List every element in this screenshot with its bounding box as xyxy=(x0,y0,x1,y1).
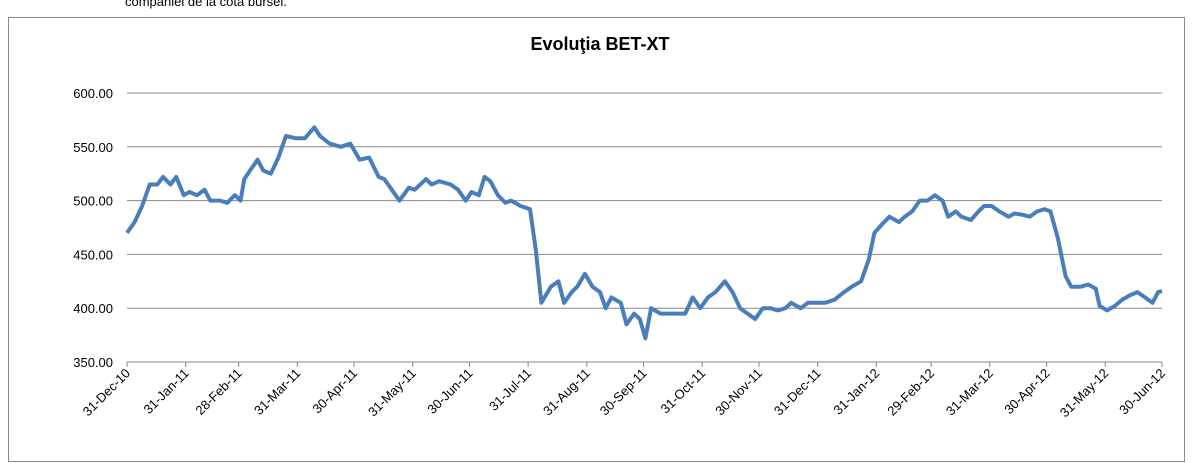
y-tick-label: 500.00 xyxy=(73,194,113,209)
text-above: companiei de la cota bursei. xyxy=(125,0,287,9)
y-tick-label: 400.00 xyxy=(73,301,113,316)
chart-frame xyxy=(8,17,1185,462)
y-tick-label: 550.00 xyxy=(73,140,113,155)
y-tick-label: 600.00 xyxy=(73,86,113,101)
data-line xyxy=(125,125,1163,341)
y-tick-label: 450.00 xyxy=(73,247,113,262)
chart-title: Evoluţia BET-XT xyxy=(530,34,669,54)
y-tick-label: 350.00 xyxy=(73,355,113,370)
